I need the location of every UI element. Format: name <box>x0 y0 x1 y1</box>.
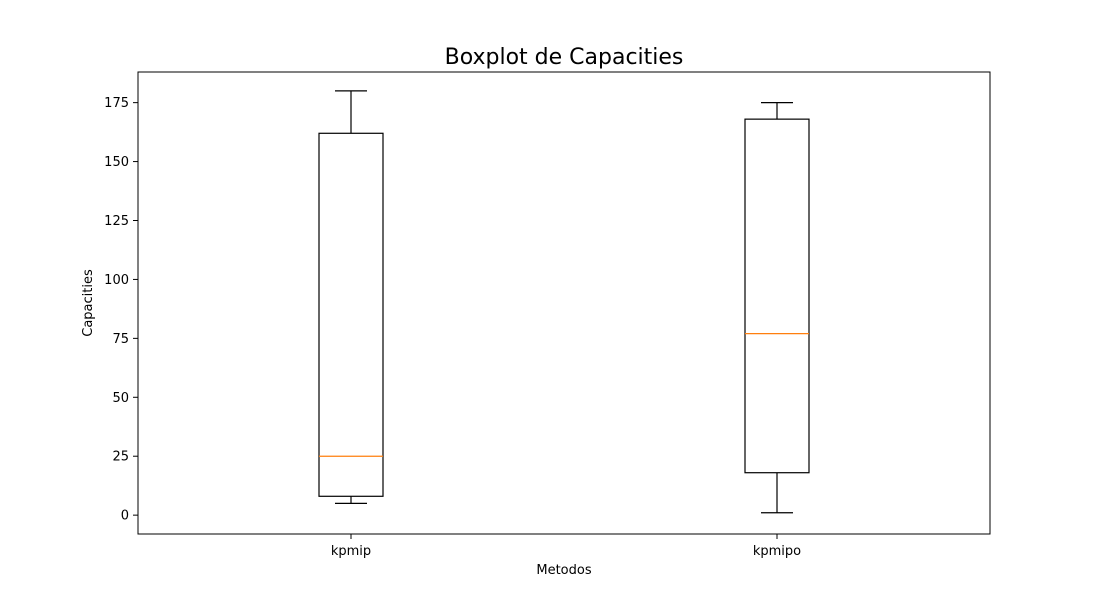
boxes-layer <box>318 90 810 514</box>
y-tick-label: 100 <box>104 273 129 288</box>
box-group-kpmip <box>318 90 384 504</box>
chart-title: Boxplot de Capacities <box>445 45 684 70</box>
x-tick-label: kpmip <box>331 544 371 559</box>
y-tick-label: 125 <box>104 214 129 229</box>
y-tick-label: 75 <box>112 332 129 347</box>
box-group-kpmipo <box>744 102 810 514</box>
y-tick-label: 50 <box>112 391 129 406</box>
y-tick-label: 175 <box>104 96 129 111</box>
x-axis-label: Metodos <box>536 563 591 578</box>
y-tick-label: 25 <box>112 450 129 465</box>
y-axis-label: Capacities <box>81 269 96 337</box>
plot-area <box>137 71 991 535</box>
y-tick-label: 150 <box>104 155 129 170</box>
y-axis: 0 25 50 75 100 125 150 175 <box>104 96 138 524</box>
x-tick-label: kpmipo <box>753 544 801 559</box>
box-iqr <box>318 132 384 497</box>
y-tick-label: 0 <box>121 509 129 524</box>
x-axis: kpmip kpmipo <box>331 534 801 559</box>
box-iqr <box>744 118 810 474</box>
